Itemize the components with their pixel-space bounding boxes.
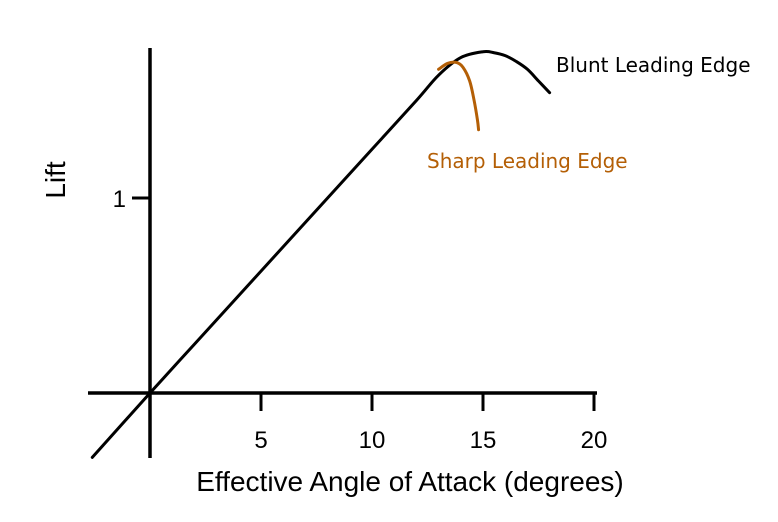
x-tick-label-20: 20 (581, 427, 608, 454)
x-tick-label-10: 10 (359, 427, 386, 454)
ticks: 5 10 15 20 1 (113, 186, 608, 454)
series-line-blunt-leading-edge (90, 49, 552, 459)
series-labels: Blunt Leading Edge Sharp Leading Edge (427, 53, 751, 173)
y-axis-label: Lift (40, 161, 71, 199)
x-tick-label-5: 5 (254, 427, 267, 454)
series-lines (90, 49, 552, 459)
x-axis-label: Effective Angle of Attack (degrees) (196, 466, 624, 497)
series-line-sharp-leading-edge (437, 60, 481, 132)
y-tick-label-1: 1 (113, 186, 126, 213)
axes (88, 48, 597, 458)
series-label-sharp-leading-edge: Sharp Leading Edge (427, 149, 628, 173)
x-tick-label-15: 15 (470, 427, 497, 454)
series-label-blunt-leading-edge: Blunt Leading Edge (556, 53, 751, 77)
